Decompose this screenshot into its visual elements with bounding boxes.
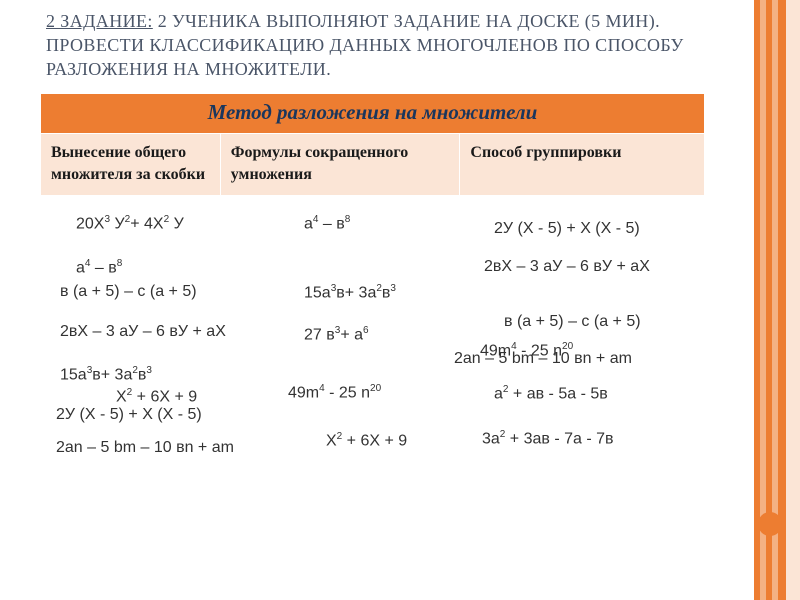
table-header: Метод разложения на множители — [41, 94, 705, 134]
title-line2: ПРОВЕСТИ КЛАССИФИКАЦИЮ ДАННЫХ МНОГОЧЛЕНО… — [46, 35, 684, 79]
formula-18: Х2 + 6Х + 9 — [326, 431, 407, 450]
side-stripes — [754, 0, 800, 600]
col-0: Вынесение общего множителя за скобки — [41, 134, 221, 196]
formula-16: 2У (Х - 5) + Х (Х - 5) — [56, 406, 202, 424]
formula-12: 15а3в+ 3а2в3 — [60, 365, 152, 384]
slide-indicator-dot — [758, 512, 782, 536]
content-area: 2 ЗАДАНИЕ: 2 УЧЕНИКА ВЫПОЛНЯЮТ ЗАДАНИЕ Н… — [36, 0, 746, 600]
formula-17: 2an – 5 bm – 10 вn + am — [56, 439, 234, 457]
formula-3: а4 – в8 — [76, 258, 122, 277]
formula-19: 3а2 + 3ав - 7а - 7в — [482, 429, 614, 448]
formula-6: 15а3в+ 3а2в3 — [304, 283, 396, 302]
table-header-row: Метод разложения на множители — [41, 94, 705, 134]
title-line1-rest: 2 УЧЕНИКА ВЫПОЛНЯЮТ ЗАДАНИЕ НА ДОСКЕ (5 … — [153, 11, 660, 31]
col-1: Формулы сокращенного умножения — [220, 134, 460, 196]
formula-2: 2У (Х - 5) + Х (Х - 5) — [494, 220, 640, 238]
slide-title: 2 ЗАДАНИЕ: 2 УЧЕНИКА ВЫПОЛНЯЮТ ЗАДАНИЕ Н… — [36, 0, 746, 87]
stripe — [786, 0, 800, 600]
formula-13: Х2 + 6Х + 9 — [116, 387, 197, 406]
stripe — [778, 0, 786, 600]
formula-7: 2вХ – 3 аУ – 6 вУ + аХ — [60, 323, 226, 341]
col-2: Способ группировки — [460, 134, 705, 196]
table-columns-row: Вынесение общего множителя за скобки Фор… — [41, 134, 705, 196]
formula-8: 27 в3+ а6 — [304, 325, 369, 344]
formula-9: в (а + 5) – с (а + 5) — [504, 313, 641, 331]
title-underlined: 2 ЗАДАНИЕ: — [46, 11, 153, 31]
formula-0: 20Х3 У2+ 4Х2 У — [76, 214, 184, 233]
formulas-area: 20Х3 У2+ 4Х2 У а4 – в8 2У (Х - 5) + Х (Х -… — [36, 214, 746, 494]
formula-4: 2вХ – 3 аУ – 6 вУ + аХ — [484, 258, 650, 276]
formula-1: а4 – в8 — [304, 214, 350, 233]
formula-5: в (а + 5) – с (а + 5) — [60, 283, 197, 301]
formula-15: а2 + ав - 5а - 5в — [494, 384, 608, 403]
formula-11: 2an – 5 bm – 10 вn + am — [454, 350, 632, 368]
formula-14: 49m4 - 25 n20 — [288, 383, 381, 402]
method-table: Метод разложения на множители Вынесение … — [40, 93, 705, 196]
